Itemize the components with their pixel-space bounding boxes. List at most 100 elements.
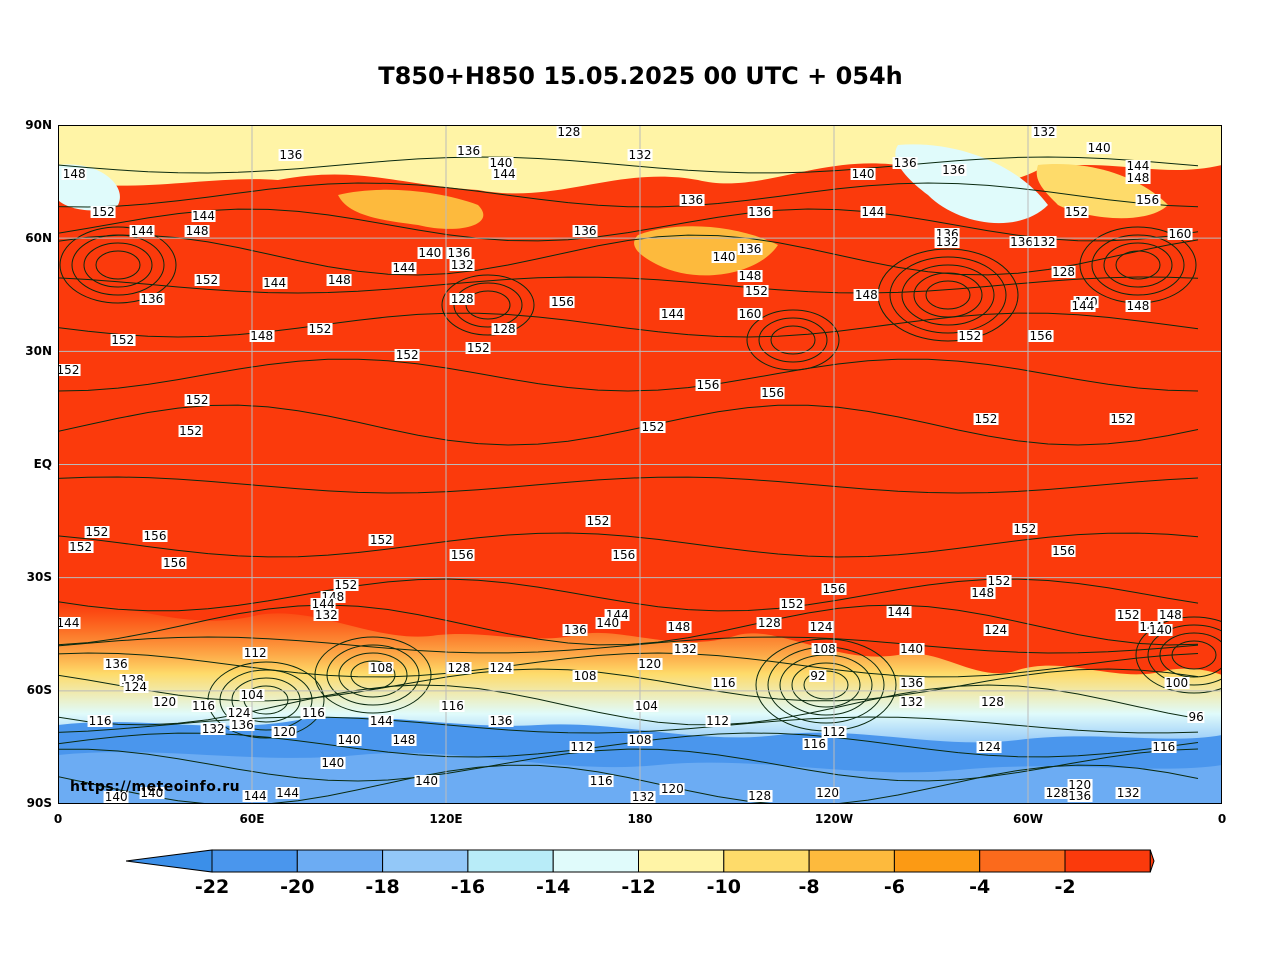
contour-label: 144 — [368, 714, 394, 728]
colorbar — [126, 849, 1155, 873]
contour-label: 148 — [666, 619, 692, 634]
colorbar-tick-label: -6 — [883, 876, 905, 898]
contour-label: 136 — [892, 155, 918, 170]
contour-label: 152 — [1012, 521, 1038, 536]
contour-label: 132 — [934, 234, 960, 249]
contour-label: 116 — [440, 698, 465, 713]
y-tick-label: 60S — [26, 683, 52, 697]
contour-label: 140 — [850, 167, 876, 182]
map-title: T850+H850 15.05.2025 00 UTC + 054h — [378, 62, 903, 90]
contour-label: 148 — [1157, 608, 1183, 623]
contour-ring — [83, 242, 153, 288]
colorbar-cell — [552, 849, 640, 873]
contour-label: 128 — [747, 789, 773, 804]
contour-ring — [901, 264, 995, 326]
colorbar-tick-label: -8 — [798, 876, 820, 898]
contour-label: 108 — [627, 732, 653, 747]
contour-ring — [59, 226, 177, 304]
y-tick-label: 90N — [25, 118, 52, 132]
contour-label: 144 — [242, 789, 268, 804]
contour-label: 140 — [1086, 140, 1112, 155]
contour-ring — [350, 660, 396, 690]
contour-label: 120 — [152, 695, 178, 710]
contour-label: 132 — [672, 642, 698, 657]
contour-label: 152 — [973, 412, 999, 427]
contour-label: 116 — [802, 736, 828, 751]
colorbar-cell — [808, 849, 895, 873]
contour-label: 136 — [229, 717, 255, 732]
contour-label: 152 — [957, 329, 983, 344]
colorbar-tick-label: -2 — [1054, 876, 1076, 898]
contour-label: 112 — [569, 740, 595, 755]
contour-label: 128 — [446, 661, 472, 676]
colorbar-below-triangle — [126, 849, 213, 873]
contour-label: 144 — [886, 604, 912, 619]
contour-label: 148 — [326, 272, 352, 287]
contour-label: 124 — [226, 706, 252, 721]
contour-label: 156 — [760, 385, 786, 400]
height-contour — [58, 404, 1199, 446]
x-tick-label: 60E — [239, 812, 265, 826]
contour-label: 144 — [191, 208, 216, 223]
contour-label: 136 — [747, 204, 773, 219]
contour-label: 144 — [262, 276, 288, 291]
height-contour — [58, 684, 1199, 726]
contour-label: 144 — [129, 223, 155, 238]
contour-label: 152 — [58, 364, 81, 377]
contour-label: 136 — [139, 291, 165, 306]
colorbar-cell — [211, 849, 298, 873]
contour-label: 136 — [562, 623, 588, 638]
contour-label: 152 — [779, 597, 805, 612]
height-contour — [58, 668, 1199, 702]
contour-label: 116 — [191, 698, 216, 713]
contour-ring — [925, 280, 971, 310]
contour-label: 148 — [61, 167, 87, 182]
contour-label: 124 — [123, 680, 149, 695]
contour-label: 140 — [417, 246, 443, 261]
contour-ring — [758, 317, 828, 363]
colorbar-tick-label: -18 — [365, 876, 400, 898]
source-watermark: https://meteoinfo.ru — [70, 779, 241, 795]
contour-ring — [453, 282, 523, 328]
colorbar-cell — [467, 849, 554, 873]
contour-label: 92 — [809, 668, 827, 683]
contour-ring — [746, 309, 840, 371]
height-contour — [58, 636, 1199, 654]
contour-label: 156 — [1028, 329, 1054, 344]
contour-label: 124 — [983, 623, 1009, 638]
contour-label: 156 — [549, 295, 575, 310]
contour-label: 140 — [320, 755, 346, 770]
height-contour — [58, 208, 1199, 242]
contour-label: 120 — [659, 781, 685, 796]
x-tick-label: 0 — [53, 812, 63, 826]
contour-label: 156 — [821, 581, 847, 596]
contour-label: 156 — [142, 529, 168, 544]
contour-label: 152 — [368, 532, 394, 547]
contour-label: 136 — [103, 657, 129, 672]
contour-label: 132 — [899, 695, 925, 710]
contour-ring — [465, 290, 511, 320]
contour-label: 112 — [821, 725, 847, 740]
contour-label: 104 — [239, 687, 265, 702]
contour-label: 148 — [391, 732, 417, 747]
contour-label: 144 — [1070, 299, 1096, 314]
contour-label: 128 — [556, 125, 582, 139]
colorbar-cell — [296, 849, 384, 873]
colorbar-above-triangle — [1149, 849, 1155, 873]
colorbar-cell — [893, 849, 981, 873]
contour-label: 156 — [449, 548, 475, 563]
contour-ring — [1103, 242, 1173, 288]
contour-ring — [770, 325, 816, 355]
contour-label: 152 — [1064, 204, 1089, 219]
contour-label: 136 — [1009, 234, 1034, 249]
contour-ring — [314, 636, 432, 714]
colorbar-cell — [382, 849, 469, 873]
contour-label: 144 — [1125, 159, 1151, 174]
contour-label: 152 — [1109, 412, 1135, 427]
contour-label: 140 — [899, 642, 925, 657]
contour-label: 108 — [368, 661, 394, 676]
contour-label: 156 — [1135, 193, 1161, 208]
contour-label: 144 — [275, 785, 301, 800]
contour-label: 140 — [414, 774, 440, 789]
contour-label: 140 — [711, 250, 737, 265]
